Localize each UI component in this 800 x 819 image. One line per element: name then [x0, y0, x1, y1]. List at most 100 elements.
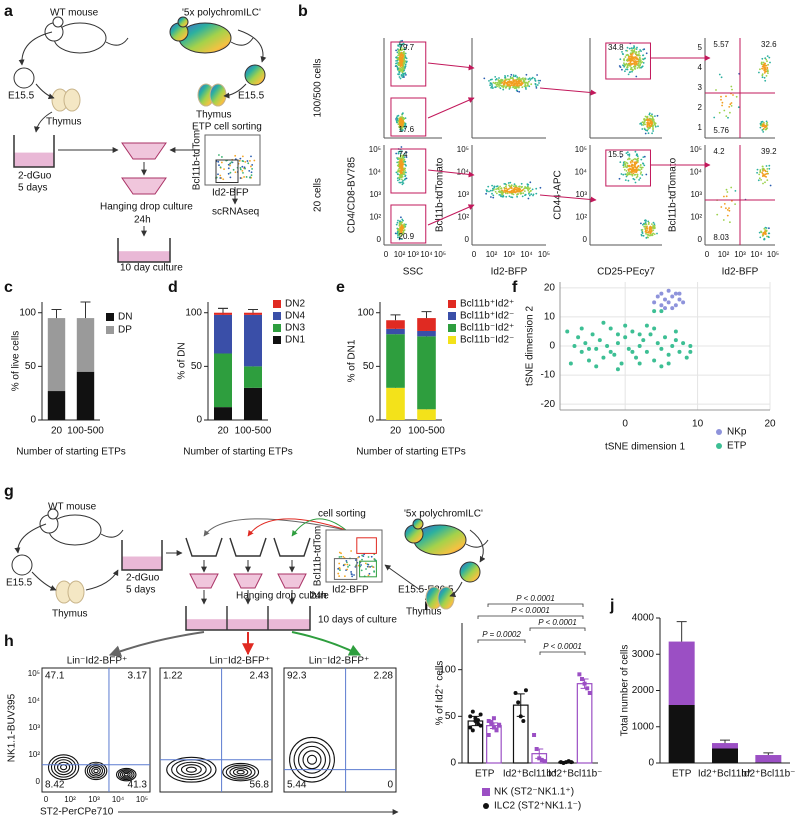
well-fill [186, 619, 310, 630]
flow-event [509, 85, 512, 88]
flow-event [626, 68, 629, 71]
flow-event [401, 183, 404, 186]
sort-plot [325, 529, 383, 583]
flow-event [636, 46, 638, 49]
sort-plot-dot [368, 572, 371, 575]
flow-event [512, 86, 514, 89]
contour [91, 766, 101, 775]
flow-event [760, 121, 763, 123]
data-point [486, 719, 491, 723]
data-point [576, 335, 581, 340]
flow-event [395, 121, 398, 123]
flow-event [634, 158, 636, 160]
flow-event [649, 117, 652, 120]
flow-event [538, 82, 540, 84]
bar-segment [755, 762, 782, 763]
contour [185, 766, 197, 773]
data-point [623, 323, 628, 328]
data-point [630, 329, 635, 334]
flow-event [398, 178, 401, 181]
data-point [637, 332, 642, 337]
bar-segment [76, 318, 95, 372]
sort-plot-dot [345, 559, 348, 562]
flow-event [521, 81, 523, 84]
y-tick-label: 20 [544, 282, 556, 293]
flow-event [399, 125, 401, 128]
flow-event [620, 173, 623, 175]
flow-event [529, 190, 532, 193]
flow-event [516, 76, 519, 78]
well [121, 540, 163, 571]
flow-event [400, 231, 403, 234]
flow-event [652, 227, 655, 230]
flow-event [508, 195, 511, 198]
flow-event [513, 189, 516, 191]
data-point [663, 306, 667, 311]
flow-event [398, 225, 401, 227]
flow-event [496, 185, 499, 188]
flow-event [629, 53, 632, 56]
flow-event [524, 86, 527, 89]
data-point [626, 346, 631, 351]
result-arrow [291, 631, 362, 656]
flow-event [647, 236, 649, 239]
contour [88, 765, 104, 777]
sort-plot-dot [367, 556, 370, 558]
data-point [612, 352, 617, 357]
flow-event [402, 43, 404, 46]
legend-label: DN2 [285, 299, 305, 310]
flow-event [495, 83, 498, 86]
flow-event [400, 44, 403, 47]
flow-event [762, 65, 765, 68]
flow-event [508, 81, 511, 84]
flow-event [395, 56, 397, 59]
flow-event [510, 84, 513, 87]
flow-event [764, 230, 766, 233]
flow-event [399, 181, 402, 184]
flow-event [516, 195, 518, 198]
bar-segment [76, 371, 95, 420]
flow-event [767, 63, 769, 66]
flow-event [509, 185, 512, 188]
data-point [601, 355, 606, 360]
error-bar [51, 309, 62, 319]
flow-event [403, 69, 405, 72]
flow-event [505, 187, 508, 190]
flow-event [503, 80, 505, 83]
flow-event [495, 188, 497, 191]
flow-event [512, 80, 514, 82]
flow-event [400, 118, 402, 120]
flow-event [398, 230, 401, 232]
flow-event [630, 171, 633, 174]
panel-label: e [336, 279, 345, 296]
flow-event [401, 60, 404, 63]
quadrant-percent: 8.42 [45, 780, 65, 791]
contour [119, 770, 133, 779]
flow-event [645, 232, 647, 235]
contour [93, 768, 99, 774]
legend-swatch [273, 300, 281, 308]
flow-event [649, 232, 652, 235]
flow-event [632, 170, 635, 173]
bar-segment [712, 743, 738, 749]
flow-event [631, 68, 634, 71]
flow-event [405, 151, 408, 154]
data-point [655, 294, 660, 299]
flow-event [649, 120, 652, 123]
flow-event [398, 234, 401, 237]
flow-event [762, 232, 765, 234]
flow-event [653, 223, 656, 226]
legend-label: Bcl11b⁻Id2⁺ [460, 323, 514, 334]
flow-event [644, 219, 647, 222]
flow-event [405, 177, 408, 180]
flow-event [404, 122, 407, 125]
contour [225, 764, 256, 780]
flow-event [402, 155, 404, 158]
gate-percent: 39.2 [761, 147, 777, 156]
diagram-label: E15.5 [6, 578, 33, 589]
plot-header: Lin⁻Id2-BFP⁺ [209, 656, 270, 667]
data-point [673, 291, 678, 296]
flow-event [644, 119, 646, 122]
diagram-label: Bcl11b-tdTom [313, 526, 324, 586]
flow-event [397, 236, 399, 239]
